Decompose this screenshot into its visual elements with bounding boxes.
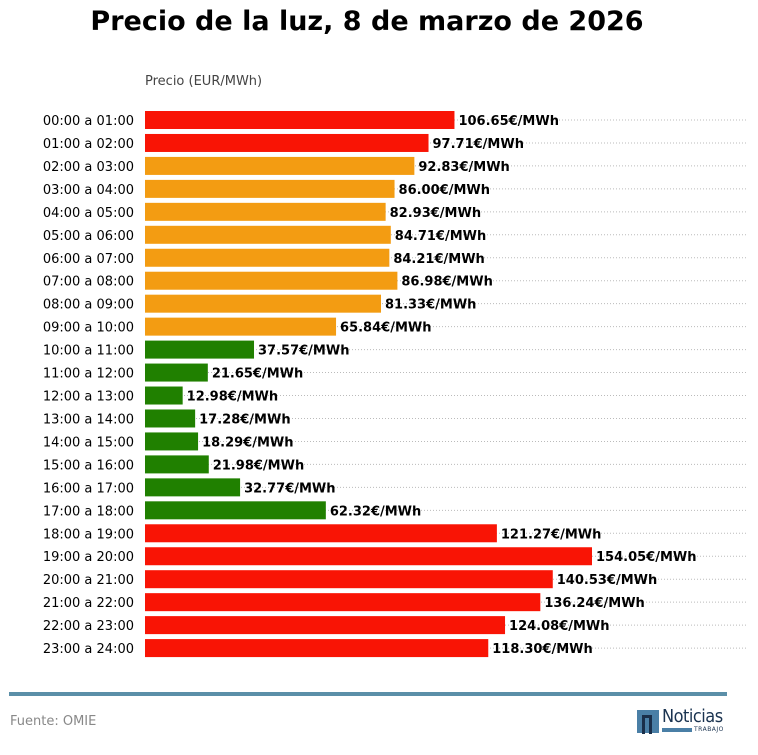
bar: [145, 363, 208, 382]
footer-rule: [9, 692, 727, 696]
bar: [145, 111, 455, 129]
data-label: 21.98€/MWh: [213, 458, 304, 473]
bar-chart: 00:00 a 01:00 106.65€/MWh 01:00 a 02:00 97.…: [43, 111, 748, 658]
category-label: 10:00 a 11:00: [43, 344, 134, 359]
category-label: 19:00 a 20:00: [43, 550, 134, 565]
category-label: 09:00 a 10:00: [43, 321, 134, 336]
bar: [145, 317, 337, 336]
category-label: 23:00 a 24:00: [43, 642, 134, 657]
category-label: 04:00 a 05:00: [43, 206, 134, 221]
data-label: 106.65€/MWh: [458, 114, 559, 129]
data-label: 92.83€/MWh: [418, 160, 509, 175]
data-label: 82.93€/MWh: [390, 206, 481, 221]
bar: [145, 386, 183, 405]
axis-label: Precio (EUR/MWh): [145, 74, 263, 89]
bar: [145, 501, 326, 520]
bar: [145, 639, 489, 658]
bar: [145, 616, 506, 635]
bar: [145, 202, 386, 221]
category-label: 13:00 a 14:00: [43, 412, 134, 427]
bar: [145, 409, 196, 428]
category-label: 05:00 a 06:00: [43, 229, 134, 244]
data-label: 97.71€/MWh: [433, 137, 524, 152]
category-label: 20:00 a 21:00: [43, 573, 134, 588]
category-label: 06:00 a 07:00: [43, 252, 134, 267]
data-label: 65.84€/MWh: [340, 321, 431, 336]
data-label: 81.33€/MWh: [385, 298, 476, 313]
bar: [145, 547, 592, 566]
category-label: 21:00 a 22:00: [43, 596, 134, 611]
data-label: 154.05€/MWh: [596, 550, 697, 565]
category-label: 17:00 a 18:00: [43, 504, 134, 519]
category-label: 14:00 a 15:00: [43, 435, 134, 450]
data-label: 21.65€/MWh: [212, 367, 303, 382]
category-label: 07:00 a 08:00: [43, 275, 134, 290]
bar: [145, 179, 395, 198]
logo-subtext: TRABAJO: [694, 726, 724, 733]
category-label: 18:00 a 19:00: [43, 527, 134, 542]
logo-text: Noticias: [662, 706, 723, 727]
data-label: 12.98€/MWh: [187, 390, 278, 405]
category-label: 22:00 a 23:00: [43, 619, 134, 634]
data-label: 84.21€/MWh: [393, 252, 484, 267]
category-label: 16:00 a 17:00: [43, 481, 134, 496]
bar: [145, 593, 541, 612]
data-label: 121.27€/MWh: [501, 527, 602, 542]
bar: [145, 225, 391, 244]
data-label: 18.29€/MWh: [202, 435, 293, 450]
data-label: 86.98€/MWh: [401, 275, 492, 290]
data-label: 124.08€/MWh: [509, 619, 609, 634]
data-label: 17.28€/MWh: [199, 412, 290, 427]
bar: [145, 455, 209, 474]
bar: [145, 432, 199, 451]
bar: [145, 248, 390, 267]
data-label: 140.53€/MWh: [557, 573, 658, 588]
bar: [145, 524, 497, 543]
category-label: 02:00 a 03:00: [43, 160, 134, 175]
category-label: 00:00 a 01:00: [43, 114, 134, 129]
data-label: 37.57€/MWh: [258, 344, 349, 359]
bar: [145, 570, 553, 589]
bar: [145, 271, 398, 290]
logo-mark-icon: [637, 710, 659, 734]
category-label: 08:00 a 09:00: [43, 298, 134, 313]
noticias-trabajo-logo: Noticias TRABAJO: [637, 706, 729, 735]
category-label: 01:00 a 02:00: [43, 137, 134, 152]
category-label: 03:00 a 04:00: [43, 183, 134, 198]
category-label: 15:00 a 16:00: [43, 458, 134, 473]
bar: [145, 156, 415, 175]
data-label: 118.30€/MWh: [492, 642, 593, 657]
category-label: 11:00 a 12:00: [43, 367, 134, 382]
data-label: 84.71€/MWh: [395, 229, 486, 244]
bar: [145, 133, 429, 152]
bar: [145, 478, 241, 497]
data-label: 86.00€/MWh: [399, 183, 490, 198]
chart-title: Precio de la luz, 8 de marzo de 2026: [90, 6, 644, 37]
category-label: 12:00 a 13:00: [43, 390, 134, 405]
source-text: Fuente: OMIE: [10, 714, 97, 729]
data-label: 32.77€/MWh: [244, 481, 335, 496]
bar: [145, 340, 255, 359]
data-label: 136.24€/MWh: [544, 596, 645, 611]
data-label: 62.32€/MWh: [330, 504, 421, 519]
bar: [145, 294, 381, 313]
